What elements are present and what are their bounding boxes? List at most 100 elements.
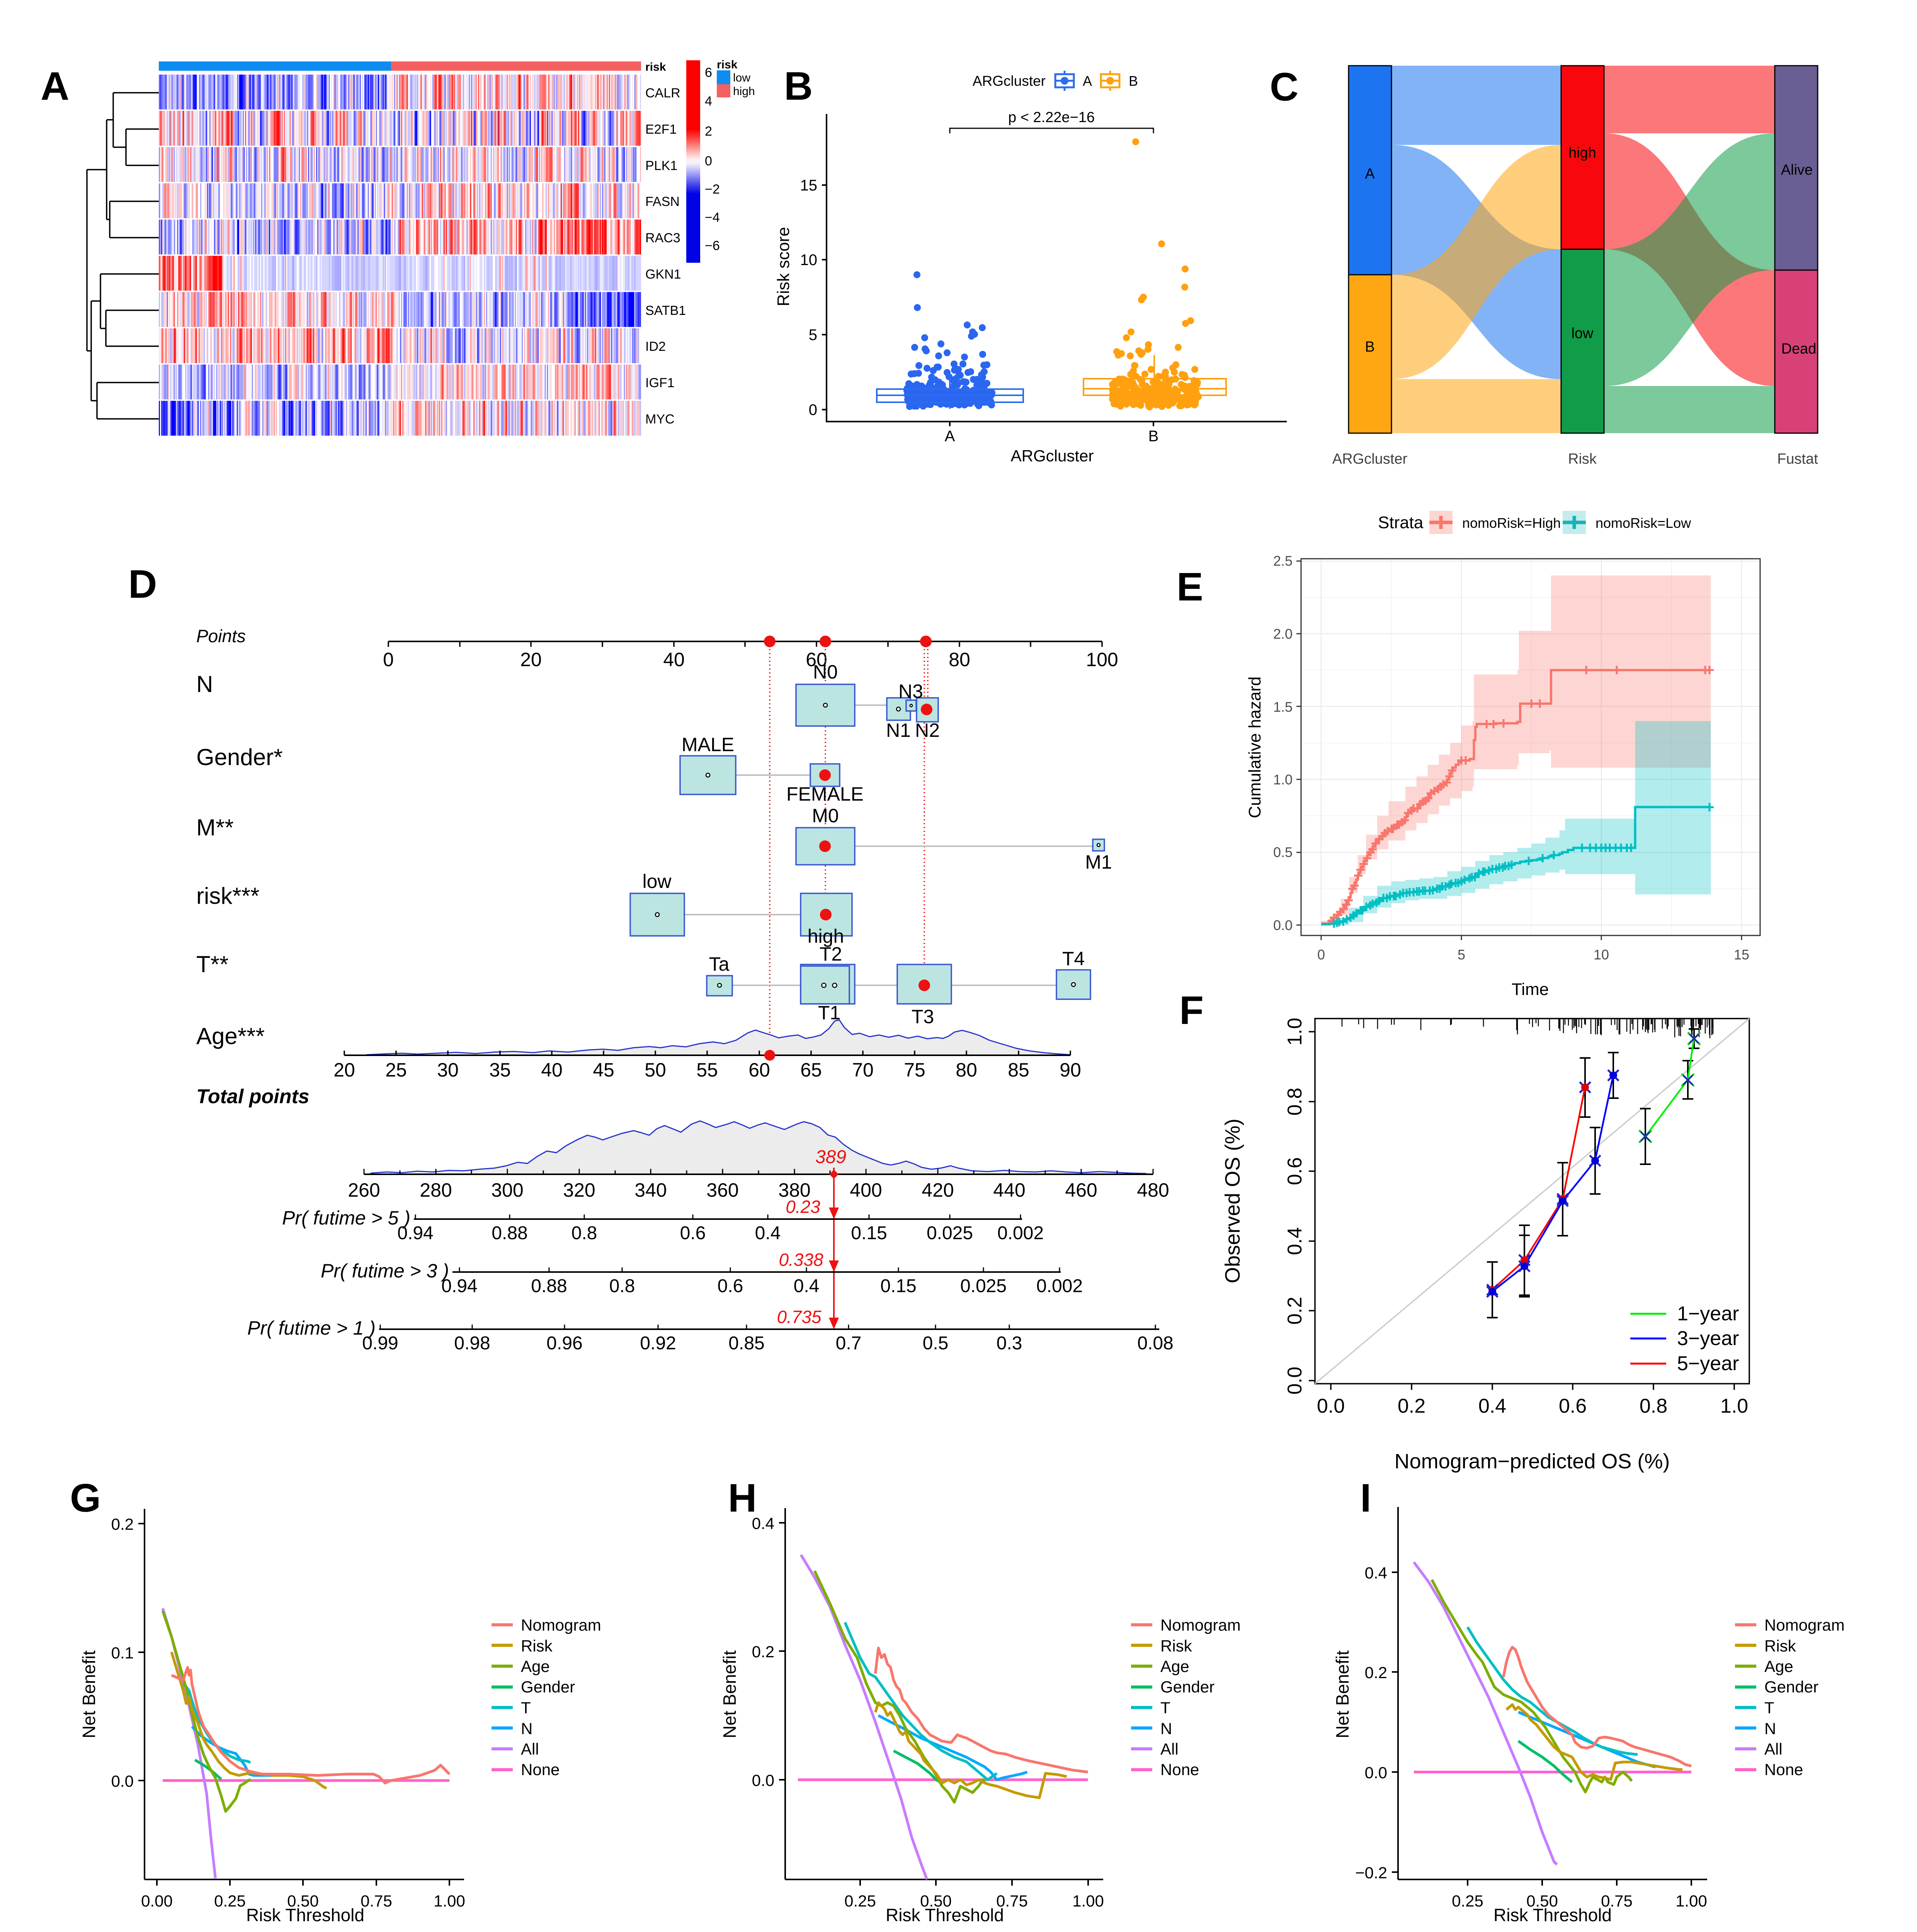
svg-text:T4: T4	[1062, 948, 1085, 969]
svg-text:Pr( futime > 3 ): Pr( futime > 3 )	[321, 1260, 449, 1282]
svg-text:A: A	[1083, 73, 1092, 89]
svg-text:Age: Age	[521, 1657, 550, 1675]
svg-text:Time: Time	[1512, 980, 1549, 999]
svg-text:Risk: Risk	[521, 1637, 553, 1655]
svg-text:35: 35	[489, 1059, 511, 1081]
svg-text:280: 280	[420, 1179, 452, 1201]
svg-text:Alive: Alive	[1781, 162, 1813, 178]
svg-text:E2F1: E2F1	[645, 122, 677, 137]
svg-text:400: 400	[850, 1179, 882, 1201]
svg-text:Dead: Dead	[1781, 341, 1817, 357]
svg-text:55: 55	[696, 1059, 718, 1081]
svg-text:460: 460	[1065, 1179, 1097, 1201]
svg-text:SATB1: SATB1	[645, 303, 686, 318]
svg-text:1.0: 1.0	[1284, 1018, 1306, 1046]
svg-text:5: 5	[1458, 947, 1465, 963]
svg-text:nomoRisk=High: nomoRisk=High	[1462, 515, 1561, 531]
svg-text:0.0: 0.0	[1317, 1395, 1345, 1417]
svg-text:Net Benefit: Net Benefit	[1332, 1650, 1352, 1738]
svg-text:0.6: 0.6	[1559, 1395, 1587, 1417]
svg-text:0.75: 0.75	[996, 1892, 1028, 1910]
svg-text:Gender: Gender	[1764, 1678, 1818, 1696]
svg-text:0.002: 0.002	[1036, 1276, 1083, 1296]
svg-text:0.735: 0.735	[777, 1307, 822, 1327]
svg-text:Fustat: Fustat	[1777, 451, 1818, 467]
svg-text:0: 0	[1317, 947, 1325, 963]
svg-text:I: I	[1360, 1476, 1371, 1520]
svg-text:IGF1: IGF1	[645, 376, 675, 390]
svg-text:2.5: 2.5	[1273, 553, 1293, 569]
svg-text:1.0: 1.0	[1273, 772, 1293, 787]
svg-text:1.5: 1.5	[1273, 699, 1293, 715]
svg-text:0.23: 0.23	[786, 1197, 820, 1217]
svg-text:389: 389	[815, 1147, 846, 1167]
svg-text:0.6: 0.6	[718, 1276, 743, 1296]
svg-text:0.5: 0.5	[923, 1333, 949, 1354]
svg-text:T: T	[1160, 1699, 1170, 1717]
svg-text:ARGcluster: ARGcluster	[973, 73, 1046, 89]
svg-text:B: B	[1129, 73, 1138, 89]
svg-text:G: G	[70, 1476, 101, 1520]
svg-text:0.5: 0.5	[1273, 844, 1293, 860]
svg-text:None: None	[521, 1760, 560, 1779]
svg-text:Nomogram−predicted OS (%): Nomogram−predicted OS (%)	[1395, 1450, 1670, 1473]
svg-text:1.0: 1.0	[1720, 1395, 1748, 1417]
svg-text:0.2: 0.2	[111, 1515, 134, 1533]
svg-text:M1: M1	[1085, 851, 1112, 873]
svg-text:2: 2	[705, 124, 712, 139]
svg-text:T**: T**	[196, 951, 228, 977]
svg-text:0: 0	[705, 154, 712, 168]
svg-text:420: 420	[922, 1179, 954, 1201]
svg-text:Total points: Total points	[196, 1085, 310, 1108]
svg-text:ARGcluster: ARGcluster	[1332, 451, 1408, 467]
svg-text:Gender*: Gender*	[196, 744, 282, 770]
svg-text:0.50: 0.50	[1526, 1892, 1558, 1910]
svg-text:0.0: 0.0	[111, 1772, 134, 1790]
svg-text:25: 25	[385, 1059, 407, 1081]
svg-text:Nomogram: Nomogram	[521, 1616, 601, 1634]
svg-text:C: C	[1270, 65, 1298, 109]
svg-text:2.0: 2.0	[1273, 626, 1293, 642]
svg-text:300: 300	[491, 1179, 523, 1201]
svg-text:0.7: 0.7	[836, 1333, 862, 1354]
svg-text:65: 65	[800, 1059, 822, 1081]
svg-text:Age: Age	[1160, 1657, 1189, 1675]
svg-text:80: 80	[949, 649, 970, 670]
svg-text:60: 60	[748, 1059, 770, 1081]
svg-text:A: A	[945, 428, 955, 445]
svg-text:risk: risk	[717, 58, 738, 71]
svg-text:0: 0	[383, 649, 394, 670]
svg-text:0.2: 0.2	[1284, 1297, 1306, 1325]
svg-text:RAC3: RAC3	[645, 231, 680, 245]
svg-text:Risk: Risk	[1568, 451, 1597, 467]
svg-text:T3: T3	[912, 1006, 934, 1027]
svg-text:0.98: 0.98	[454, 1333, 490, 1354]
svg-text:30: 30	[437, 1059, 459, 1081]
svg-text:40: 40	[541, 1059, 563, 1081]
svg-text:0.025: 0.025	[960, 1276, 1007, 1296]
svg-text:T: T	[521, 1699, 531, 1717]
svg-text:CALR: CALR	[645, 86, 680, 100]
svg-text:1.00: 1.00	[1072, 1892, 1104, 1910]
svg-text:0.4: 0.4	[1365, 1564, 1387, 1582]
svg-text:1.00: 1.00	[1675, 1892, 1707, 1910]
svg-text:M0: M0	[812, 805, 839, 827]
svg-text:5: 5	[809, 327, 817, 344]
svg-text:45: 45	[593, 1059, 614, 1081]
svg-text:N0: N0	[813, 661, 838, 683]
svg-text:440: 440	[993, 1179, 1025, 1201]
svg-text:0: 0	[809, 401, 817, 418]
svg-text:0.75: 0.75	[1601, 1892, 1633, 1910]
svg-text:0.00: 0.00	[141, 1892, 173, 1910]
svg-text:0.85: 0.85	[728, 1333, 764, 1354]
svg-text:100: 100	[1086, 649, 1118, 670]
svg-text:0.50: 0.50	[287, 1892, 319, 1910]
svg-text:Risk: Risk	[1160, 1637, 1192, 1655]
svg-text:0.0: 0.0	[752, 1771, 774, 1789]
svg-text:0.4: 0.4	[755, 1223, 781, 1243]
svg-text:Nomogram: Nomogram	[1160, 1616, 1241, 1634]
svg-text:0.2: 0.2	[1365, 1663, 1387, 1682]
svg-text:Observed OS (%): Observed OS (%)	[1221, 1119, 1244, 1283]
svg-text:All: All	[1764, 1740, 1783, 1758]
svg-text:p < 2.22e−16: p < 2.22e−16	[1008, 109, 1095, 126]
